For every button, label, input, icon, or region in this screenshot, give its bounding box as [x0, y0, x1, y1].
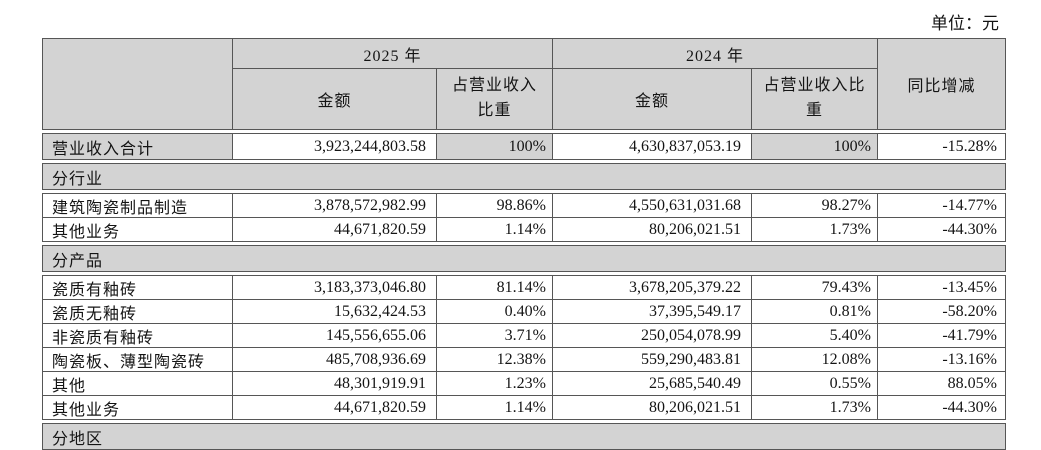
pct-2024: 12.08%	[752, 348, 877, 371]
yoy-change: -44.30%	[878, 218, 1005, 241]
total-row: 营业收入合计 3,923,244,803.58 100% 4,630,837,053.…	[43, 134, 1005, 159]
pct-2024: 98.27%	[752, 194, 877, 217]
amount-2024: 3,678,205,379.22	[553, 276, 751, 299]
section-label: 分地区	[43, 424, 1005, 449]
amount-2025: 3,183,373,046.80	[233, 276, 436, 299]
section-row: 分行业	[43, 164, 1005, 189]
table-row: 瓷质有釉砖 3,183,373,046.80 81.14% 3,678,205,379…	[43, 276, 1005, 299]
pct-2025: 98.86%	[437, 194, 552, 217]
amount-2024: 80,206,021.51	[553, 218, 751, 241]
header-yoy-change: 同比增减	[878, 39, 1005, 129]
pct-2024: 5.40%	[752, 324, 877, 347]
pct-2025: 0.40%	[437, 300, 552, 323]
row-label: 建筑陶瓷制品制造	[43, 194, 232, 217]
row-label: 瓷质有釉砖	[43, 276, 232, 299]
pct-2024: 79.43%	[752, 276, 877, 299]
pct-2024: 0.55%	[752, 372, 877, 395]
amount-2024: 250,054,078.99	[553, 324, 751, 347]
pct-2025: 3.71%	[437, 324, 552, 347]
amount-2024: 4,630,837,053.19	[553, 134, 751, 159]
yoy-change: -41.79%	[878, 324, 1005, 347]
section-label: 分行业	[43, 164, 1005, 189]
row-block: 瓷质有釉砖 3,183,373,046.80 81.14% 3,678,205,379…	[42, 275, 1006, 420]
yoy-change: -44.30%	[878, 396, 1005, 419]
pct-2025: 1.14%	[437, 396, 552, 419]
table-row: 陶瓷板、薄型陶瓷砖 485,708,936.69 12.38% 559,290,483…	[43, 348, 1005, 371]
row-label: 瓷质无釉砖	[43, 300, 232, 323]
yoy-change: -58.20%	[878, 300, 1005, 323]
amount-2024: 25,685,540.49	[553, 372, 751, 395]
amount-2024: 4,550,631,031.68	[553, 194, 751, 217]
row-label: 陶瓷板、薄型陶瓷砖	[43, 348, 232, 371]
amount-2024: 80,206,021.51	[553, 396, 751, 419]
amount-2025: 3,878,572,982.99	[233, 194, 436, 217]
amount-2025: 48,301,919.91	[233, 372, 436, 395]
table-header: 2025 年 2024 年 同比增减 金额 占营业收入比重 金额 占营业收入比重	[42, 38, 1006, 130]
header-year-2025: 2025 年	[233, 39, 552, 68]
section-block: 分地区	[42, 423, 1006, 450]
row-label: 非瓷质有釉砖	[43, 324, 232, 347]
row-label: 其他	[43, 372, 232, 395]
amount-2025: 485,708,936.69	[233, 348, 436, 371]
row-block: 营业收入合计 3,923,244,803.58 100% 4,630,837,053.…	[42, 133, 1006, 160]
section-row: 分地区	[43, 424, 1005, 449]
yoy-change: -15.28%	[878, 134, 1005, 159]
table-row: 建筑陶瓷制品制造 3,878,572,982.99 98.86% 4,550,631,…	[43, 194, 1005, 217]
amount-2025: 44,671,820.59	[233, 218, 436, 241]
table-row: 其他业务 44,671,820.59 1.14% 80,206,021.51 1.73%…	[43, 396, 1005, 419]
header-grid: 2025 年 2024 年 同比增减 金额 占营业收入比重 金额 占营业收入比重	[43, 39, 1005, 129]
section-label: 分产品	[43, 246, 1005, 271]
revenue-composition-table: 2025 年 2024 年 同比增减 金额 占营业收入比重 金额 占营业收入比重…	[42, 38, 1006, 450]
amount-2025: 15,632,424.53	[233, 300, 436, 323]
header-amount-2024: 金额	[553, 69, 751, 129]
pct-2025: 12.38%	[437, 348, 552, 371]
amount-2025: 145,556,655.06	[233, 324, 436, 347]
amount-2024: 559,290,483.81	[553, 348, 751, 371]
row-label: 其他业务	[43, 218, 232, 241]
pct-2024: 100%	[752, 134, 877, 159]
header-year-2024: 2024 年	[553, 39, 877, 68]
row-block: 建筑陶瓷制品制造 3,878,572,982.99 98.86% 4,550,631,…	[42, 193, 1006, 242]
pct-2025: 1.23%	[437, 372, 552, 395]
amount-2025: 44,671,820.59	[233, 396, 436, 419]
table-body: 营业收入合计 3,923,244,803.58 100% 4,630,837,053.…	[42, 133, 1006, 450]
header-corner-cell	[43, 39, 232, 129]
pct-2024: 1.73%	[752, 218, 877, 241]
section-block: 分产品	[42, 245, 1006, 272]
header-pct-of-revenue-2024: 占营业收入比重	[752, 69, 877, 129]
pct-2025: 1.14%	[437, 218, 552, 241]
yoy-change: 88.05%	[878, 372, 1005, 395]
pct-2025: 100%	[437, 134, 552, 159]
amount-2025: 3,923,244,803.58	[233, 134, 436, 159]
yoy-change: -14.77%	[878, 194, 1005, 217]
table-row: 非瓷质有釉砖 145,556,655.06 3.71% 250,054,078.99 5…	[43, 324, 1005, 347]
row-label: 营业收入合计	[43, 134, 232, 159]
section-block: 分行业	[42, 163, 1006, 190]
table-row: 瓷质无釉砖 15,632,424.53 0.40% 37,395,549.17 0.81…	[43, 300, 1005, 323]
header-amount-2025: 金额	[233, 69, 436, 129]
table-row: 其他 48,301,919.91 1.23% 25,685,540.49 0.55% 88…	[43, 372, 1005, 395]
row-label: 其他业务	[43, 396, 232, 419]
unit-label: 单位：元	[931, 14, 999, 33]
yoy-change: -13.16%	[878, 348, 1005, 371]
pct-2025: 81.14%	[437, 276, 552, 299]
amount-2024: 37,395,549.17	[553, 300, 751, 323]
section-row: 分产品	[43, 246, 1005, 271]
yoy-change: -13.45%	[878, 276, 1005, 299]
pct-2024: 1.73%	[752, 396, 877, 419]
header-pct-of-revenue-2025: 占营业收入比重	[437, 69, 552, 129]
pct-2024: 0.81%	[752, 300, 877, 323]
table-row: 其他业务 44,671,820.59 1.14% 80,206,021.51 1.73%…	[43, 218, 1005, 241]
